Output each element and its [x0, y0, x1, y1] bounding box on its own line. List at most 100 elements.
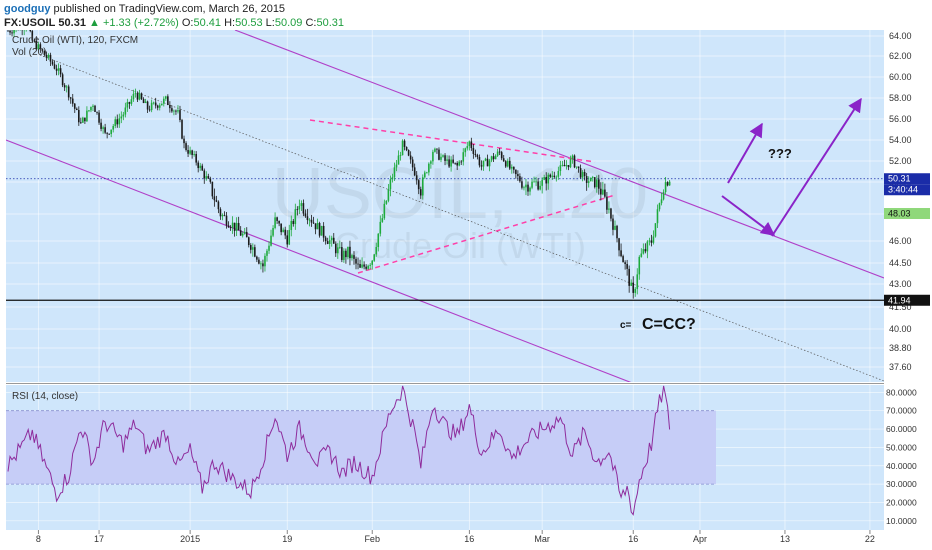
candle-body — [298, 205, 301, 210]
candle-body — [642, 249, 645, 254]
candle-body — [567, 165, 570, 168]
candle-body — [245, 231, 248, 238]
candle-body — [320, 225, 323, 236]
candle-body — [464, 148, 467, 153]
time-tick-label: Feb — [364, 534, 380, 544]
price-tick-label: 62.00 — [889, 51, 912, 61]
candle-body — [146, 101, 149, 110]
candle-body — [57, 68, 60, 71]
candle-body — [318, 223, 321, 236]
candle-body — [541, 179, 543, 186]
rsi-band — [6, 410, 716, 485]
c-big-annotation[interactable]: C=CC? — [642, 316, 696, 333]
candle-body — [454, 162, 456, 164]
candle-body — [197, 162, 199, 169]
rsi-indicator-label[interactable]: RSI (14, close) — [12, 391, 78, 402]
candle-body — [217, 201, 220, 210]
candle-body — [618, 238, 620, 251]
candle-body — [165, 96, 167, 99]
arrows-layer — [721, 97, 862, 237]
candle-body — [61, 74, 64, 86]
candle-body — [595, 179, 598, 188]
candle-body — [624, 262, 626, 265]
candle-body — [69, 97, 72, 99]
secondary-price-badge — [884, 208, 930, 220]
candle-body — [316, 223, 319, 230]
candle-body — [363, 264, 365, 267]
candle-body — [450, 159, 452, 167]
candle-body — [662, 192, 665, 200]
candle-body — [282, 229, 284, 233]
candle-body — [492, 156, 495, 160]
candle-body — [648, 240, 651, 242]
candle-body — [25, 27, 27, 28]
candle-body — [67, 86, 70, 98]
volume-indicator-label[interactable]: Vol (20) — [12, 47, 46, 58]
rsi-scale[interactable]: 80.0000 70.0000 60.0000 50.0000 40.0000 30.00… — [886, 387, 917, 525]
candle-body — [13, 30, 15, 34]
candle-body — [80, 122, 82, 124]
candle-body — [511, 166, 513, 169]
candle-body — [591, 177, 594, 178]
candle-body — [35, 40, 38, 50]
candle-body — [45, 54, 48, 58]
ohlc-open-value: 50.41 — [193, 17, 222, 29]
price-tick-label: 38.80 — [889, 343, 912, 353]
candle-body — [484, 158, 487, 161]
candle-body — [432, 151, 434, 162]
candle-body — [90, 106, 92, 111]
candle-body — [543, 177, 545, 180]
candle-body — [274, 217, 276, 228]
time-tick-label: 22 — [865, 534, 875, 544]
candle-body — [448, 159, 450, 167]
candle-body — [401, 140, 404, 156]
candle-body — [337, 247, 339, 254]
arrow-up-short[interactable] — [727, 122, 763, 184]
candle-body — [381, 218, 384, 222]
candle-body — [94, 105, 96, 112]
candle-body — [231, 222, 234, 229]
price-tick-label: 44.50 — [889, 258, 912, 268]
candle-body — [148, 109, 151, 111]
question-annotation[interactable]: ??? — [768, 146, 792, 161]
candle-body — [15, 26, 17, 29]
candle-body — [486, 158, 489, 167]
candle-body — [626, 264, 628, 269]
candle-body — [458, 161, 461, 166]
candle-body — [616, 225, 618, 239]
time-tick-label: 16 — [464, 534, 474, 544]
arrow-up-long[interactable] — [771, 97, 862, 237]
symbol-label[interactable]: FX:USOIL — [4, 17, 56, 29]
candle-body — [357, 263, 359, 265]
channel-midline[interactable] — [39, 54, 884, 382]
candle-body — [278, 220, 280, 224]
candle-body — [201, 165, 204, 171]
time-scale[interactable]: 8 17 2015 19 Feb 16 Mar 16 Apr 13 22 — [36, 530, 875, 544]
quote-line: FX:USOIL 50.31 ▲ +1.33 (+2.72%) O:50.41 … — [4, 17, 344, 29]
candle-body — [604, 189, 606, 197]
candle-body — [515, 169, 517, 175]
price-tick-label: 52.00 — [889, 156, 912, 166]
c-small-annotation[interactable]: c= — [620, 320, 632, 331]
triangle-upper-line[interactable] — [309, 119, 596, 163]
candle-body — [193, 154, 195, 155]
channel-lower-line[interactable] — [6, 139, 640, 386]
channel-upper-line[interactable] — [234, 30, 884, 279]
arrow-down[interactable] — [721, 195, 776, 236]
candle-body — [438, 149, 440, 160]
rsi-tick-label: 10.0000 — [886, 516, 917, 526]
candle-body — [456, 162, 458, 166]
author-link[interactable]: goodguy — [4, 3, 51, 15]
candle-body — [387, 189, 390, 201]
ohlc-close-label: C: — [305, 17, 317, 29]
candle-body — [86, 110, 88, 122]
candle-body — [33, 40, 36, 42]
candle-body — [551, 175, 554, 177]
candle-body — [506, 160, 509, 167]
symbol-title[interactable]: Crude Oil (WTI), 120, FXCM — [12, 35, 138, 46]
candle-body — [181, 120, 183, 139]
time-tick-label: Mar — [534, 534, 550, 544]
candle-body — [183, 138, 185, 144]
candle-body — [488, 160, 491, 167]
